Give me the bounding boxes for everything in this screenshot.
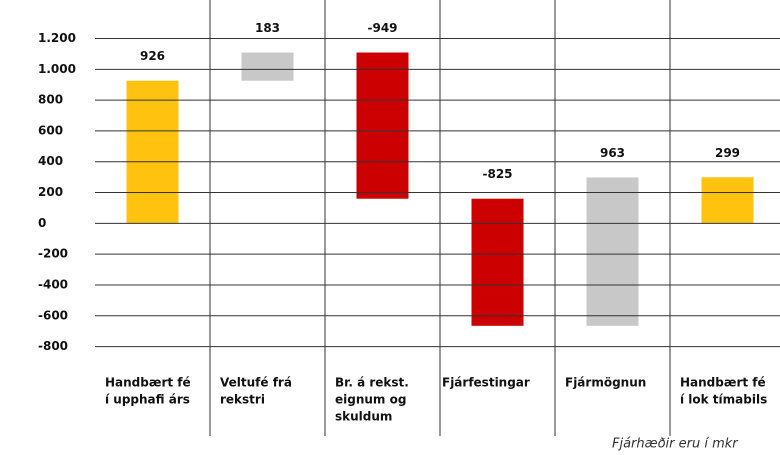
bar — [701, 177, 754, 224]
value-label: 926 — [140, 49, 165, 63]
x-tick-label: Fjárfestingar — [442, 376, 530, 390]
y-tick-label: -600 — [38, 308, 68, 322]
y-tick-label: 0 — [38, 216, 46, 230]
bar — [471, 198, 524, 326]
footnote: Fjárhæðir eru í mkr — [612, 437, 739, 452]
bar — [241, 52, 294, 81]
y-tick-label: 200 — [38, 185, 63, 199]
x-tick-label: í upphafi árs — [105, 393, 190, 407]
bar — [126, 80, 179, 224]
value-label: 299 — [715, 146, 740, 160]
x-tick-label: í lok tímabils — [680, 393, 767, 407]
bar — [356, 52, 409, 199]
value-label: 963 — [600, 146, 625, 160]
value-label: -949 — [367, 21, 397, 35]
x-tick-label: rekstri — [220, 393, 265, 407]
value-label: 183 — [255, 21, 280, 35]
y-tick-label: -400 — [38, 277, 68, 291]
x-tick-label: skuldum — [335, 410, 392, 424]
y-tick-label: 1.000 — [38, 62, 76, 76]
y-tick-label: 600 — [38, 123, 63, 137]
value-label: -825 — [482, 167, 512, 181]
x-tick-label: eignum og — [335, 393, 406, 407]
y-tick-label: 400 — [38, 154, 63, 168]
x-tick-label: Handbært fé — [680, 376, 766, 390]
x-tick-label: Fjármögnun — [565, 376, 646, 390]
y-tick-label: 800 — [38, 93, 63, 107]
bar — [586, 177, 639, 326]
y-tick-label: 1.200 — [38, 31, 76, 45]
y-tick-label: -800 — [38, 339, 68, 353]
x-tick-label: Handbært fé — [105, 376, 191, 390]
y-tick-label: -200 — [38, 247, 68, 261]
x-tick-label: Veltufé frá — [220, 376, 292, 390]
x-tick-label: Br. á rekst. — [335, 376, 409, 390]
